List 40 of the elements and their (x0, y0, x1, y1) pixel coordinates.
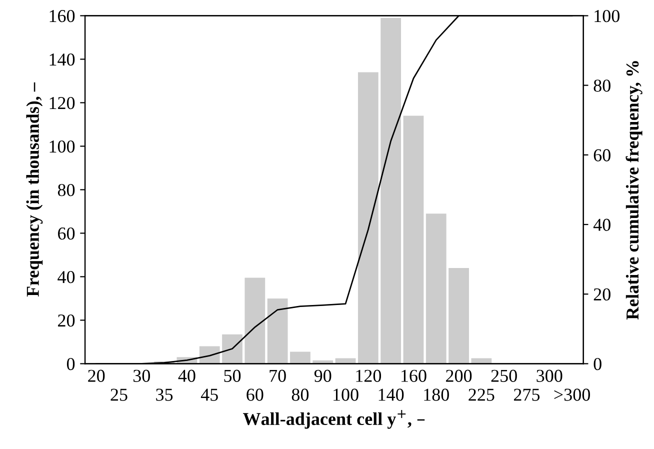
y2-tick-label: 0 (594, 358, 602, 370)
y-tick-label: 0 (66, 358, 75, 370)
y2-tick-label: 100 (594, 10, 620, 22)
y2-axis-title: Relative cumulative frequency, % (626, 61, 642, 320)
x-tick-label: 80 (292, 388, 309, 401)
x-tick-label: 45 (200, 388, 218, 401)
y-axis-title: Frequency (in thousands), – (26, 82, 43, 297)
x-tick-label: 30 (133, 370, 150, 382)
y-tick-label: 40 (58, 270, 75, 284)
y-tick-label: 160 (50, 10, 75, 22)
x-tick-label: 100 (334, 388, 358, 401)
y-tick-label: 100 (50, 140, 75, 153)
y-tick-label: 20 (58, 314, 75, 327)
x-tick-label: 25 (110, 388, 128, 401)
x-tick-label: 160 (402, 370, 426, 382)
x-tick-label: 70 (270, 370, 286, 382)
x-axis-title: Wall-adjacent cell y$^{+}$, – (243, 410, 425, 429)
x-tick-label: 40 (178, 370, 196, 382)
x-tick-label: >300 (554, 388, 590, 401)
y-tick-label: 140 (50, 53, 75, 66)
y2-tick-label: 20 (594, 288, 610, 301)
x-tick-label: 140 (378, 388, 404, 401)
x-tick-label: 200 (446, 370, 472, 382)
y2-tick-label: 40 (593, 218, 610, 231)
x-tick-label: 300 (536, 370, 562, 382)
y-tick-label: 120 (50, 96, 75, 110)
x-tick-label: 275 (514, 388, 540, 401)
y2-tick-label: 80 (594, 80, 610, 92)
x-tick-label: 50 (224, 370, 241, 382)
y-tick-label: 80 (58, 184, 75, 196)
x-tick-label: 225 (468, 388, 494, 401)
x-tick-label: 250 (491, 370, 517, 382)
x-tick-label: 90 (314, 370, 332, 382)
x-tick-label: 120 (356, 370, 382, 382)
x-tick-label: 180 (424, 388, 449, 401)
x-tick-label: 60 (246, 388, 264, 401)
x-tick-label: 35 (156, 388, 173, 401)
y-tick-label: 60 (58, 227, 75, 240)
y2-tick-label: 60 (594, 149, 610, 162)
x-tick-label: 20 (88, 370, 105, 382)
